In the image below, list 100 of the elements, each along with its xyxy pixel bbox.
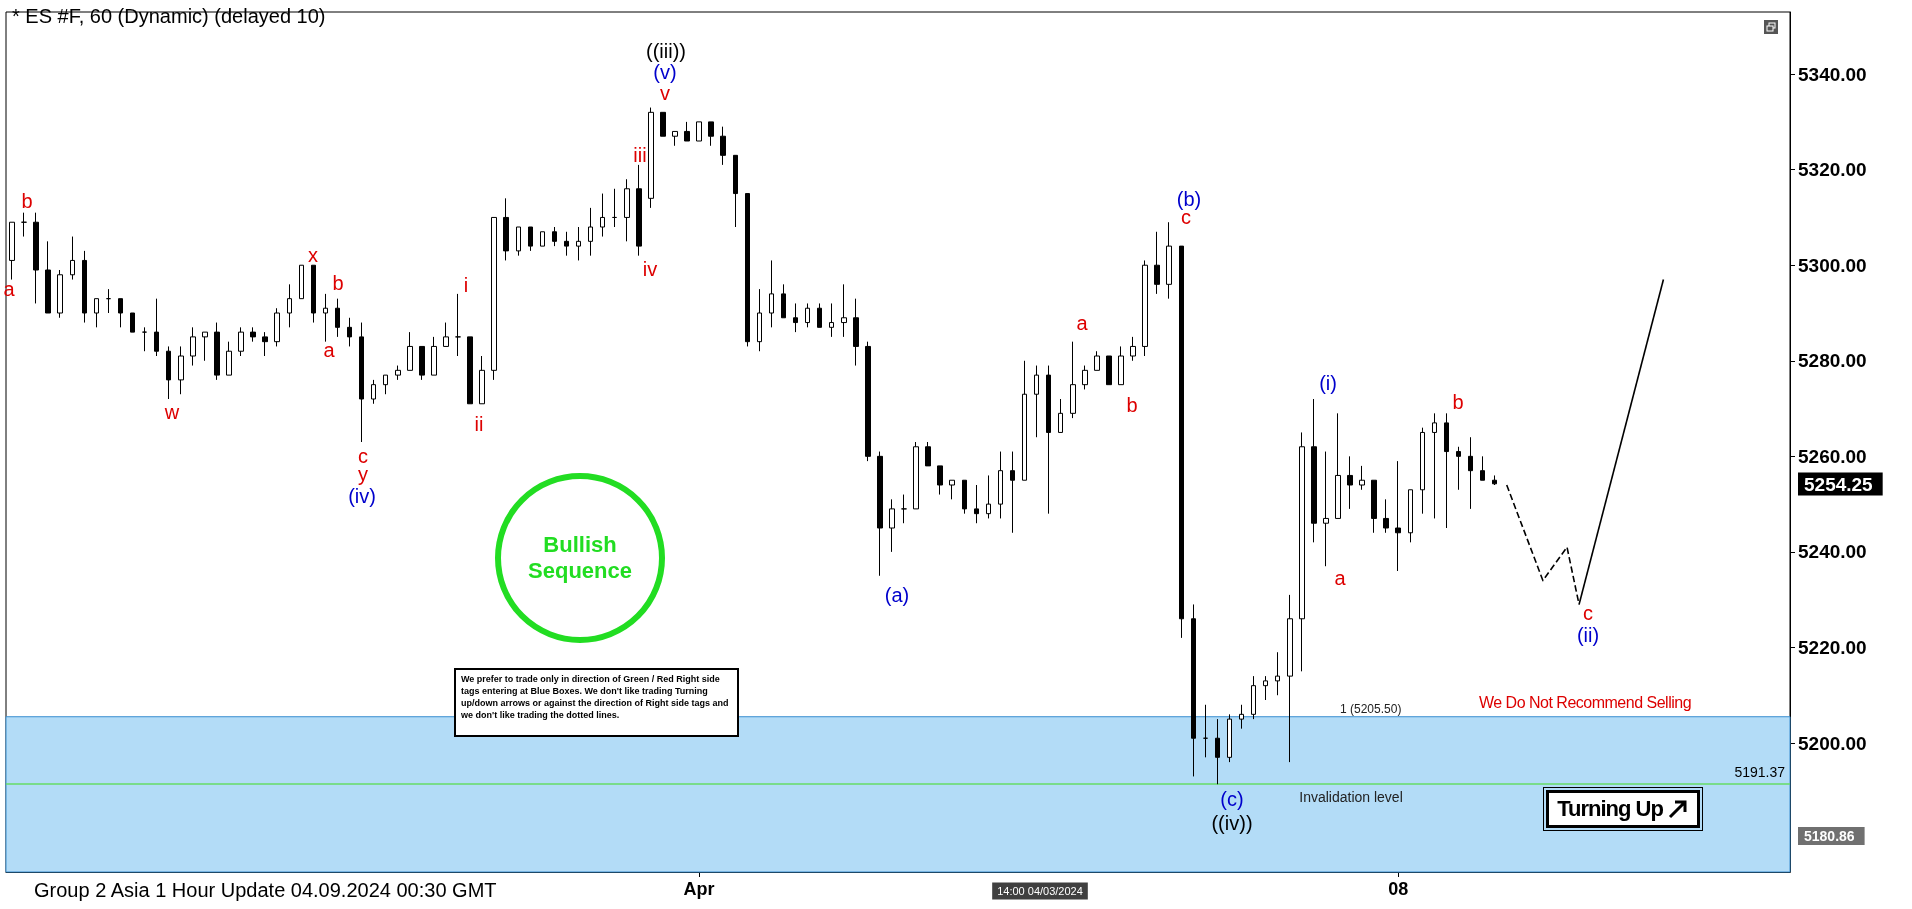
candlestick	[528, 226, 533, 252]
candlestick	[757, 288, 762, 352]
candlestick	[552, 226, 557, 247]
annotation: iii	[633, 144, 647, 166]
candlestick	[311, 264, 316, 324]
candlestick	[407, 331, 413, 371]
candlestick	[1408, 489, 1413, 543]
candlestick	[142, 326, 147, 352]
annotation: (v)	[653, 61, 677, 83]
candlestick	[1263, 675, 1268, 701]
annotation: (iv)	[348, 485, 376, 507]
candlestick	[733, 154, 738, 228]
candlestick	[889, 498, 895, 553]
candlestick	[901, 494, 907, 524]
candlestick	[696, 121, 702, 142]
candlestick	[998, 451, 1003, 519]
annotation: iv	[642, 258, 658, 280]
annotation: (c)	[1220, 788, 1244, 810]
annotation: v	[660, 82, 670, 104]
candlestick	[479, 355, 485, 405]
annotation: Invalidation level	[1299, 789, 1403, 805]
candlestick	[540, 231, 545, 247]
candlestick	[600, 193, 605, 238]
candlestick	[262, 331, 268, 357]
candlestick	[359, 322, 364, 443]
candlestick	[1239, 704, 1244, 730]
candlestick	[564, 231, 569, 257]
annotation: We Do Not Recommend Selling	[1470, 694, 1700, 716]
annotation: a	[1076, 312, 1089, 334]
text: 5254.25	[1804, 473, 1874, 495]
candlestick	[9, 221, 15, 281]
candlestick	[1191, 603, 1196, 777]
candlestick	[57, 269, 63, 319]
y-tick-label: 5340.00	[1798, 63, 1867, 85]
candlestick	[1046, 365, 1051, 515]
candlestick	[383, 374, 388, 395]
annotation: c	[1583, 602, 1593, 624]
note-box: We prefer to trade only in direction of Green / Red Right side tags entering at Blue Boxes. We don't like trading Turning up/down arrows or against the direction of Right side tags and we don't like trading the dotted lines.	[454, 668, 739, 737]
candlestick	[1215, 718, 1220, 785]
candlestick	[299, 264, 304, 300]
candlestick	[1118, 345, 1124, 386]
annotation: Turning Up	[1557, 796, 1663, 822]
ref-line-label: 5191.37	[1734, 764, 1786, 781]
candlestick	[202, 331, 208, 362]
annotation: i	[463, 274, 469, 296]
y-tick-label: 5220.00	[1798, 636, 1867, 658]
candlestick	[1359, 465, 1365, 491]
candlestick	[720, 126, 726, 166]
candlestick	[1323, 451, 1329, 567]
candlestick	[1082, 365, 1088, 390]
y-tick-label: 5260.00	[1798, 445, 1867, 467]
candlestick	[238, 326, 244, 357]
candlestick	[769, 259, 774, 328]
candlestick	[443, 322, 449, 347]
candlestick	[1154, 231, 1160, 295]
annotation: (a)	[884, 584, 910, 606]
candlestick	[1142, 259, 1148, 357]
annotation: b	[1126, 394, 1138, 416]
candlestick	[817, 302, 822, 328]
candlestick	[70, 236, 75, 281]
candlestick	[419, 345, 425, 381]
annotation: ((iii))	[646, 40, 686, 62]
candlestick	[937, 465, 943, 496]
candlestick	[287, 283, 292, 328]
candlestick	[1456, 446, 1461, 491]
candlestick	[1166, 221, 1172, 300]
candlestick	[190, 326, 196, 367]
candlestick	[636, 164, 642, 257]
candlestick	[1022, 360, 1027, 481]
x-tick-label: Apr	[683, 879, 715, 899]
candlestick	[974, 484, 979, 524]
x-tick-label: 08	[1388, 879, 1409, 899]
candlestick	[274, 307, 280, 347]
candlestick	[455, 293, 461, 357]
candlestick	[21, 212, 27, 238]
candlestick	[33, 212, 39, 304]
candlestick	[166, 345, 171, 400]
candlestick	[853, 298, 859, 367]
annotation: b	[21, 190, 33, 212]
candlestick	[1480, 455, 1485, 481]
candlestick	[1347, 455, 1353, 510]
annotation: ((iv))	[1211, 812, 1253, 834]
annotation: (ii)	[1576, 624, 1600, 646]
candlestick	[805, 302, 810, 328]
candlestick	[660, 111, 666, 137]
y-tick-label: 5300.00	[1798, 254, 1867, 276]
candlestick	[431, 336, 437, 376]
candlestick	[588, 207, 593, 257]
y-tick-label: 5320.00	[1798, 159, 1867, 181]
candlestick	[962, 479, 967, 515]
candlestick	[841, 283, 847, 338]
candlestick	[1094, 350, 1100, 371]
candlestick	[1311, 398, 1317, 543]
candlestick	[154, 298, 159, 357]
candlestick	[708, 121, 714, 147]
text: Group 2 Asia 1 Hour Update 04.09.2024 00:30 GMT	[34, 879, 497, 901]
candlestick	[672, 130, 678, 147]
candlestick	[1444, 412, 1449, 529]
candlestick	[1335, 412, 1341, 519]
candlestick	[347, 317, 352, 347]
